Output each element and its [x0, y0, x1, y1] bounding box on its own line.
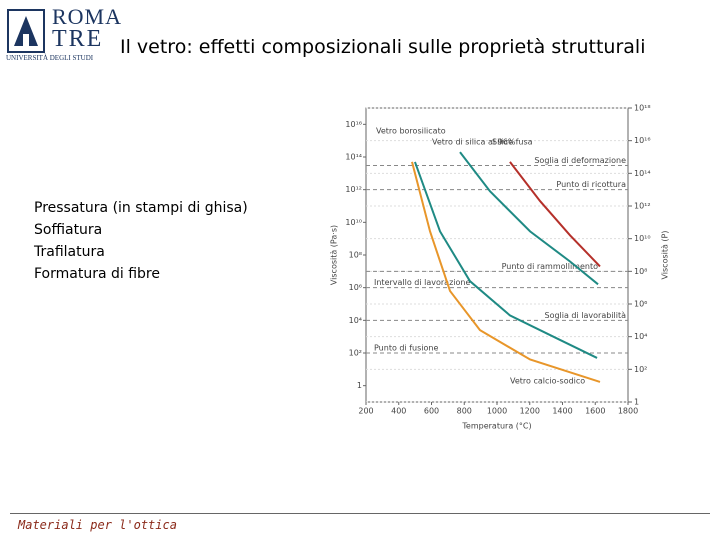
- logo-text: ROMA: [52, 4, 123, 29]
- x-tick-label: 600: [424, 407, 439, 416]
- series-label: Vetro calcio-sodico: [510, 377, 585, 386]
- y2-tick-label: 10⁸: [634, 267, 647, 276]
- y-tick-label: 10⁶: [349, 283, 362, 292]
- slide-title: Il vetro: effetti composizionali sulle p…: [120, 36, 646, 58]
- reference-label: Soglia di lavorabilità: [544, 311, 626, 320]
- logo-emblem: [7, 9, 45, 53]
- series-label: Vetro borosilicato: [376, 127, 446, 136]
- series-line: [414, 161, 598, 359]
- footer: Materiali per l'ottica: [18, 518, 177, 532]
- x-tick-label: 1200: [520, 407, 540, 416]
- chart: 10¹⁶ 10¹⁴ 10¹² 10¹⁰ 10⁸ 10⁶ 10⁴ 10² 1 10¹⁸ 10¹⁶ 10¹…: [330, 104, 670, 431]
- y2-tick-label: 10¹⁰: [634, 234, 651, 243]
- y-tick-label: 10¹⁶: [345, 120, 362, 129]
- reference-label: Punto di fusione: [374, 344, 438, 353]
- reference-label: Intervallo di lavorazione: [374, 278, 470, 287]
- reference-label: Punto di ricottura: [556, 180, 626, 189]
- y2-tick-label: 10¹⁶: [634, 136, 651, 145]
- y-tick-label: 1: [357, 381, 362, 390]
- bullet: Pressatura (in stampi di ghisa): [34, 200, 248, 216]
- series-line: [411, 161, 601, 383]
- y2-tick-label: 10⁶: [634, 300, 647, 309]
- x-tick-label: 1600: [585, 407, 605, 416]
- logo-text: TRE: [52, 26, 104, 52]
- y2-tick-label: 10²: [634, 365, 647, 374]
- x-tick-label: 200: [358, 407, 373, 416]
- logo: ROMA TRE UNIVERSITÀ DEGLI STUDI: [6, 4, 121, 62]
- y2-axis-label: Viscosità (P): [661, 230, 670, 279]
- bullet: Formatura di fibre: [34, 266, 160, 282]
- x-axis-label: Temperatura (°C): [461, 422, 531, 431]
- bullet-list: Pressatura (in stampi di ghisa) Soffiatu…: [34, 197, 248, 285]
- y-tick-label: 10¹²: [345, 185, 362, 194]
- y-axis-label: Viscosità (Pa·s): [330, 225, 339, 285]
- reference-label: Punto di rammollimento: [502, 262, 599, 271]
- footer-rule: [10, 513, 710, 514]
- y-tick-label: 10¹⁴: [345, 153, 362, 162]
- y2-tick-label: 1: [634, 398, 639, 407]
- y-tick-label: 10²: [349, 349, 362, 358]
- bullet: Soffiatura: [34, 222, 103, 238]
- x-tick-label: 1800: [618, 407, 638, 416]
- y-tick-label: 10⁴: [349, 316, 362, 325]
- x-tick-label: 800: [457, 407, 472, 416]
- logo-text: UNIVERSITÀ DEGLI STUDI: [6, 54, 94, 62]
- y-tick-label: 10⁸: [349, 251, 362, 260]
- y2-tick-label: 10¹²: [634, 202, 651, 211]
- series-line: [459, 151, 599, 286]
- series-line: [509, 161, 601, 268]
- x-tick-label: 1000: [487, 407, 507, 416]
- series-label: Silice fusa: [492, 138, 533, 147]
- y2-tick-label: 10⁴: [634, 332, 647, 341]
- y-tick-label: 10¹⁰: [345, 218, 362, 227]
- series-label: Vetro di silica al 96%: [432, 138, 516, 147]
- y2-tick-label: 10¹⁸: [634, 104, 651, 113]
- x-tick-label: 400: [391, 407, 406, 416]
- x-tick-label: 1400: [552, 407, 572, 416]
- reference-label: Soglia di deformazione: [534, 156, 626, 165]
- y2-tick-label: 10¹⁴: [634, 169, 651, 178]
- bullet: Trafilatura: [34, 244, 105, 260]
